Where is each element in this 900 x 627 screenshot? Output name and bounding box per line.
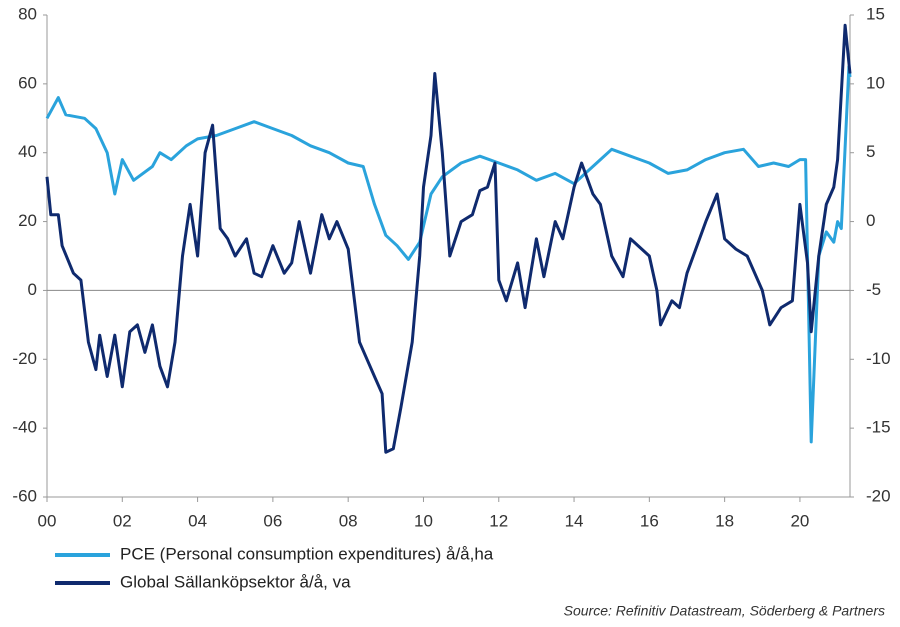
y-tick-label: -60 — [12, 486, 37, 505]
x-tick-label: 10 — [414, 511, 433, 530]
y-tick-label: -40 — [12, 418, 37, 437]
y-tick-label: 60 — [18, 73, 37, 92]
series-line — [45, 65, 852, 444]
x-tick-label: 04 — [188, 511, 207, 530]
y-tick-label: 20 — [18, 211, 37, 230]
legend-label: Global Sällanköpsektor å/å, va — [120, 572, 351, 591]
y2-tick-label: -5 — [866, 280, 881, 299]
y2-tick-label: 10 — [866, 73, 885, 92]
x-tick-label: 18 — [715, 511, 734, 530]
y2-tick-label: 0 — [866, 211, 875, 230]
x-tick-label: 02 — [113, 511, 132, 530]
legend-label: PCE (Personal consumption expenditures) … — [120, 544, 494, 563]
x-tick-label: 14 — [565, 511, 584, 530]
source: Source: Refinitiv Datastream, Söderberg … — [564, 603, 885, 619]
y2-tick-label: -15 — [866, 418, 891, 437]
y2-tick-label: 15 — [866, 4, 885, 23]
x-tick-label: 20 — [790, 511, 809, 530]
x-tick-label: 16 — [640, 511, 659, 530]
series-line — [45, 23, 852, 454]
x-tick-label: 00 — [38, 511, 57, 530]
y-tick-label: 0 — [28, 280, 37, 299]
y2-tick-label: 5 — [866, 142, 875, 161]
x-tick-label: 06 — [263, 511, 282, 530]
x-tick-label: 08 — [339, 511, 358, 530]
x-tick-label: 12 — [489, 511, 508, 530]
y2-tick-label: -20 — [866, 486, 891, 505]
y-tick-label: -20 — [12, 349, 37, 368]
y2-tick-label: -10 — [866, 349, 891, 368]
y-tick-label: 40 — [18, 142, 37, 161]
y-tick-label: 80 — [18, 4, 37, 23]
